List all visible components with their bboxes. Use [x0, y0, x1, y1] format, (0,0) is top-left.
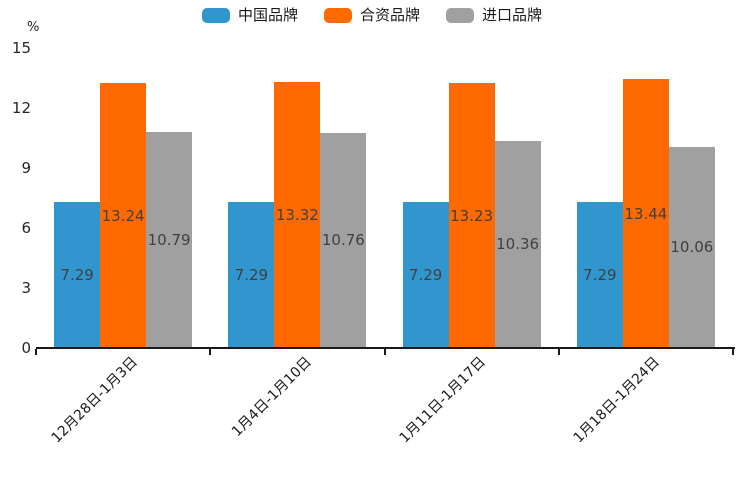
y-tick-label: 6 — [21, 219, 31, 237]
legend: 中国品牌 合资品牌 进口品牌 — [0, 8, 744, 23]
x-axis-tick-mark — [557, 349, 560, 355]
legend-label: 合资品牌 — [359, 6, 420, 24]
bar-value-label: 7.29 — [234, 266, 269, 285]
legend-label: 中国品牌 — [237, 6, 298, 24]
bar-series1-group2 — [448, 83, 495, 348]
bar-series0-group1 — [228, 202, 275, 348]
legend-item-0: 中国品牌 — [201, 6, 298, 24]
legend-label: 进口品牌 — [482, 6, 543, 24]
bar-value-label: 7.29 — [408, 266, 443, 285]
y-tick-label: 12 — [11, 99, 31, 117]
x-axis-line — [36, 347, 735, 349]
bar-series1-group3 — [622, 79, 669, 348]
legend-item-2: 进口品牌 — [446, 8, 542, 23]
y-tick-label: 0 — [21, 339, 31, 357]
bar-value-label: 10.06 — [670, 238, 714, 257]
bar-series0-group2 — [402, 202, 449, 348]
x-axis-tick-mark — [209, 349, 212, 355]
bar-value-label: 13.44 — [624, 204, 668, 223]
legend-item-1: 合资品牌 — [323, 6, 420, 24]
bar-series2-group1 — [320, 132, 367, 348]
bar-series0-group3 — [576, 202, 623, 348]
bar-value-label: 10.36 — [496, 235, 540, 254]
x-axis-tick-mark — [383, 349, 386, 355]
y-axis-unit-label: % — [27, 20, 40, 35]
bar-series1-group1 — [274, 81, 321, 348]
bar-value-label: 13.23 — [450, 206, 494, 225]
bar-value-label: 10.79 — [147, 231, 191, 250]
bar-value-label: 10.76 — [321, 231, 365, 250]
legend-swatch-icon — [201, 8, 230, 23]
bar-series2-group3 — [668, 146, 715, 348]
bar-series0-group0 — [54, 202, 101, 348]
bar-series1-group0 — [100, 83, 147, 348]
legend-swatch-icon — [323, 8, 352, 23]
bar-value-label: 7.29 — [583, 266, 617, 285]
bar-series2-group0 — [146, 132, 193, 348]
x-axis-category-label: 12月28日-1月3日 — [48, 354, 141, 447]
y-tick-label: 15 — [11, 39, 31, 57]
bar-value-label: 13.24 — [101, 206, 145, 225]
y-tick-label: 9 — [21, 159, 31, 177]
legend-swatch-icon — [446, 8, 474, 23]
plot-area: 7.29 13.24 10.79 7.29 13.32 10.76 7.29 13.23 10.… — [36, 48, 733, 348]
x-axis-category-label: 1月4日-1月10日 — [228, 354, 315, 440]
bar-value-label: 13.32 — [275, 205, 319, 224]
y-tick-label: 3 — [21, 279, 31, 297]
x-axis-tick-mark — [35, 349, 37, 355]
bar-value-label: 7.29 — [60, 266, 94, 285]
x-axis-category-label: 1月11日-1月17日 — [396, 354, 489, 447]
x-axis-category-label: 1月18日-1月24日 — [570, 354, 664, 447]
x-axis-tick-mark — [732, 349, 734, 355]
bar-series2-group2 — [494, 140, 541, 348]
